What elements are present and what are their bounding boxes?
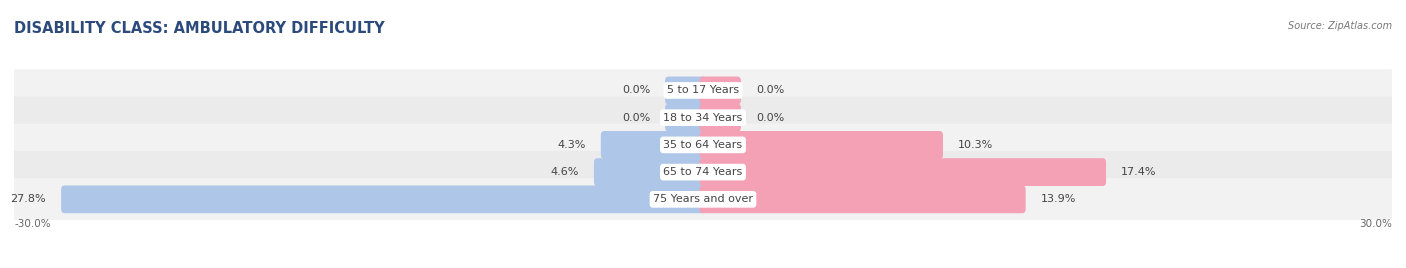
Text: DISABILITY CLASS: AMBULATORY DIFFICULTY: DISABILITY CLASS: AMBULATORY DIFFICULTY bbox=[14, 21, 385, 36]
Text: 0.0%: 0.0% bbox=[621, 85, 650, 95]
Text: -30.0%: -30.0% bbox=[14, 219, 51, 229]
FancyBboxPatch shape bbox=[60, 185, 706, 213]
FancyBboxPatch shape bbox=[700, 158, 1107, 186]
FancyBboxPatch shape bbox=[665, 77, 706, 104]
Text: Source: ZipAtlas.com: Source: ZipAtlas.com bbox=[1288, 21, 1392, 31]
FancyBboxPatch shape bbox=[700, 77, 741, 104]
Text: 5 to 17 Years: 5 to 17 Years bbox=[666, 85, 740, 95]
Text: 0.0%: 0.0% bbox=[756, 113, 785, 123]
Text: 65 to 74 Years: 65 to 74 Years bbox=[664, 167, 742, 177]
FancyBboxPatch shape bbox=[700, 104, 741, 132]
FancyBboxPatch shape bbox=[600, 131, 706, 159]
Text: 4.6%: 4.6% bbox=[551, 167, 579, 177]
Text: 10.3%: 10.3% bbox=[957, 140, 993, 150]
FancyBboxPatch shape bbox=[10, 124, 1396, 166]
Text: 18 to 34 Years: 18 to 34 Years bbox=[664, 113, 742, 123]
FancyBboxPatch shape bbox=[10, 178, 1396, 221]
Text: 30.0%: 30.0% bbox=[1360, 219, 1392, 229]
Text: 75 Years and over: 75 Years and over bbox=[652, 194, 754, 204]
FancyBboxPatch shape bbox=[10, 96, 1396, 139]
Text: 0.0%: 0.0% bbox=[756, 85, 785, 95]
FancyBboxPatch shape bbox=[700, 131, 943, 159]
Text: 4.3%: 4.3% bbox=[558, 140, 586, 150]
Text: 13.9%: 13.9% bbox=[1040, 194, 1076, 204]
FancyBboxPatch shape bbox=[10, 69, 1396, 112]
FancyBboxPatch shape bbox=[593, 158, 706, 186]
FancyBboxPatch shape bbox=[700, 185, 1025, 213]
Text: 0.0%: 0.0% bbox=[621, 113, 650, 123]
Text: 35 to 64 Years: 35 to 64 Years bbox=[664, 140, 742, 150]
FancyBboxPatch shape bbox=[665, 104, 706, 132]
FancyBboxPatch shape bbox=[10, 151, 1396, 193]
Text: 17.4%: 17.4% bbox=[1121, 167, 1157, 177]
Text: 27.8%: 27.8% bbox=[11, 194, 46, 204]
